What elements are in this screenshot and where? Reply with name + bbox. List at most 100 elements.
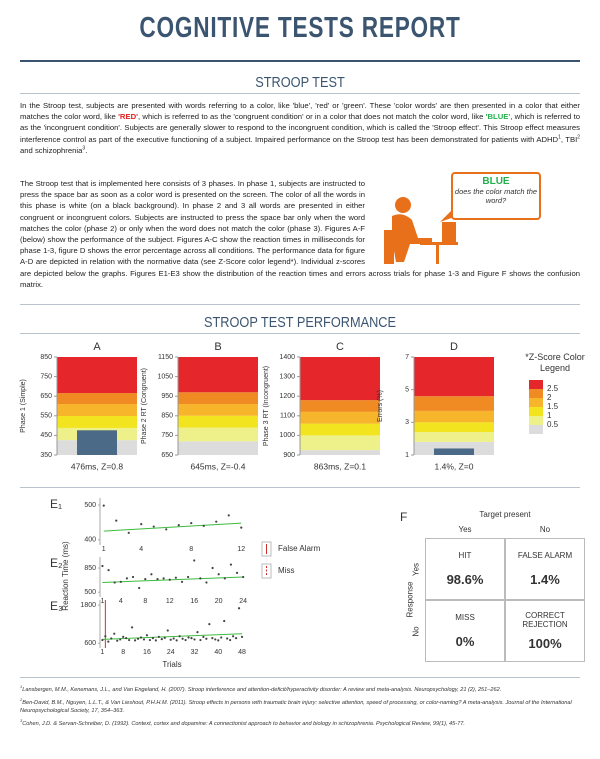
x-tick-label: 24 (167, 649, 175, 656)
point (205, 637, 208, 640)
point (242, 575, 245, 579)
point (160, 637, 163, 641)
point (234, 637, 238, 640)
stroop-word: BLUE (482, 176, 510, 187)
point (175, 639, 178, 642)
point (157, 635, 160, 638)
value-label: 645ms, Z=-0.4 (190, 461, 245, 471)
zone (414, 410, 494, 423)
text-run: , which is referred to as the 'congruent… (138, 112, 486, 122)
y-tick-label: 400 (84, 537, 96, 544)
point (119, 580, 122, 583)
point (154, 639, 157, 642)
matrix-cell: CORRECT REJECTION 100% (505, 600, 585, 662)
zone (178, 415, 258, 428)
paragraph: The Stroop test that is implemented here… (20, 178, 580, 290)
y-tick-label: 850 (161, 413, 173, 420)
point (174, 576, 177, 579)
point (104, 635, 107, 638)
y-tick-label: 1400 (279, 354, 295, 361)
x-tick-label: 16 (143, 649, 151, 656)
y-axis-label: Errors (%) (377, 390, 384, 422)
y-tick-label: 450 (40, 432, 52, 439)
y-tick-label: 750 (40, 373, 52, 380)
point (131, 575, 135, 579)
point (229, 638, 232, 642)
legend-swatch (529, 389, 543, 398)
point (180, 580, 184, 583)
point (168, 578, 171, 581)
point (107, 569, 110, 572)
y-tick-label: 750 (161, 432, 173, 439)
x-tick-label: 8 (189, 546, 193, 553)
footnote: 2Ben-David, B.M., Nguyen, L.L.T., & Van … (20, 696, 580, 715)
cell-label: FALSE ALARM (517, 551, 573, 560)
point (217, 573, 220, 576)
point (125, 577, 129, 580)
point (156, 577, 159, 581)
point (150, 573, 153, 576)
person-icon (384, 197, 458, 264)
x-tick-label: 8 (143, 598, 147, 605)
y-tick-label: 550 (40, 413, 52, 420)
point (184, 638, 187, 642)
footnote-text: Lansbergen, M.M., Kenemans, J.L., and Va… (22, 686, 502, 693)
point (217, 639, 220, 642)
point (107, 640, 110, 643)
point (166, 629, 169, 632)
y-tick-label: 500 (84, 589, 96, 596)
footnote-mark: 1 (20, 684, 23, 689)
y-tick-label: 1 (405, 452, 409, 459)
bar (434, 448, 474, 455)
y-tick-label: 1000 (279, 432, 295, 439)
point (145, 634, 149, 637)
point (140, 523, 143, 526)
point (116, 639, 119, 642)
point (148, 638, 152, 642)
chart-title: E₂ (50, 556, 63, 570)
zone (300, 423, 380, 436)
point (119, 638, 122, 641)
text-run: . (85, 145, 88, 155)
point (122, 635, 125, 638)
section-title: STROOP TEST PERFORMANCE (204, 314, 396, 331)
value-label: 863ms, Z=0.1 (314, 461, 366, 471)
text-run: , TBI (560, 134, 578, 144)
y-axis-label: Phase 2 RT (Congruent) (141, 368, 148, 444)
point (208, 623, 211, 626)
point (113, 632, 116, 635)
point (211, 637, 214, 640)
legend-box (261, 563, 272, 579)
point (232, 635, 235, 638)
zone (300, 411, 380, 424)
divider (20, 487, 580, 488)
zone (414, 432, 494, 442)
legend-swatch (529, 380, 543, 389)
point (199, 577, 202, 580)
legend-label: 0.5 (547, 420, 559, 429)
y-tick-label: 5 (405, 387, 409, 394)
point (226, 637, 229, 640)
divider (20, 304, 580, 305)
point (139, 636, 143, 639)
zone (300, 435, 380, 451)
x-tick-label: 1 (102, 546, 106, 553)
point (110, 637, 113, 640)
x-tick-label: 8 (121, 649, 125, 656)
y-tick-label: 1150 (158, 354, 173, 361)
y-tick-label: 1200 (279, 393, 295, 400)
legend-title: *Z-Score Color Legend (525, 352, 585, 373)
row-label: No (411, 626, 421, 637)
y-tick-label: 950 (161, 393, 173, 400)
y-tick-label: 3 (405, 419, 409, 426)
point (205, 581, 208, 584)
chart-title: E₃ (50, 599, 63, 613)
point (223, 619, 226, 623)
point (211, 566, 214, 570)
point (133, 639, 137, 642)
matrix-cell: FALSE ALARM 1.4% (505, 538, 585, 600)
value-label: 1.4%, Z=0 (435, 461, 474, 471)
text-run: , which is referred to as the 'incongrue… (20, 112, 580, 144)
zone (414, 422, 494, 433)
